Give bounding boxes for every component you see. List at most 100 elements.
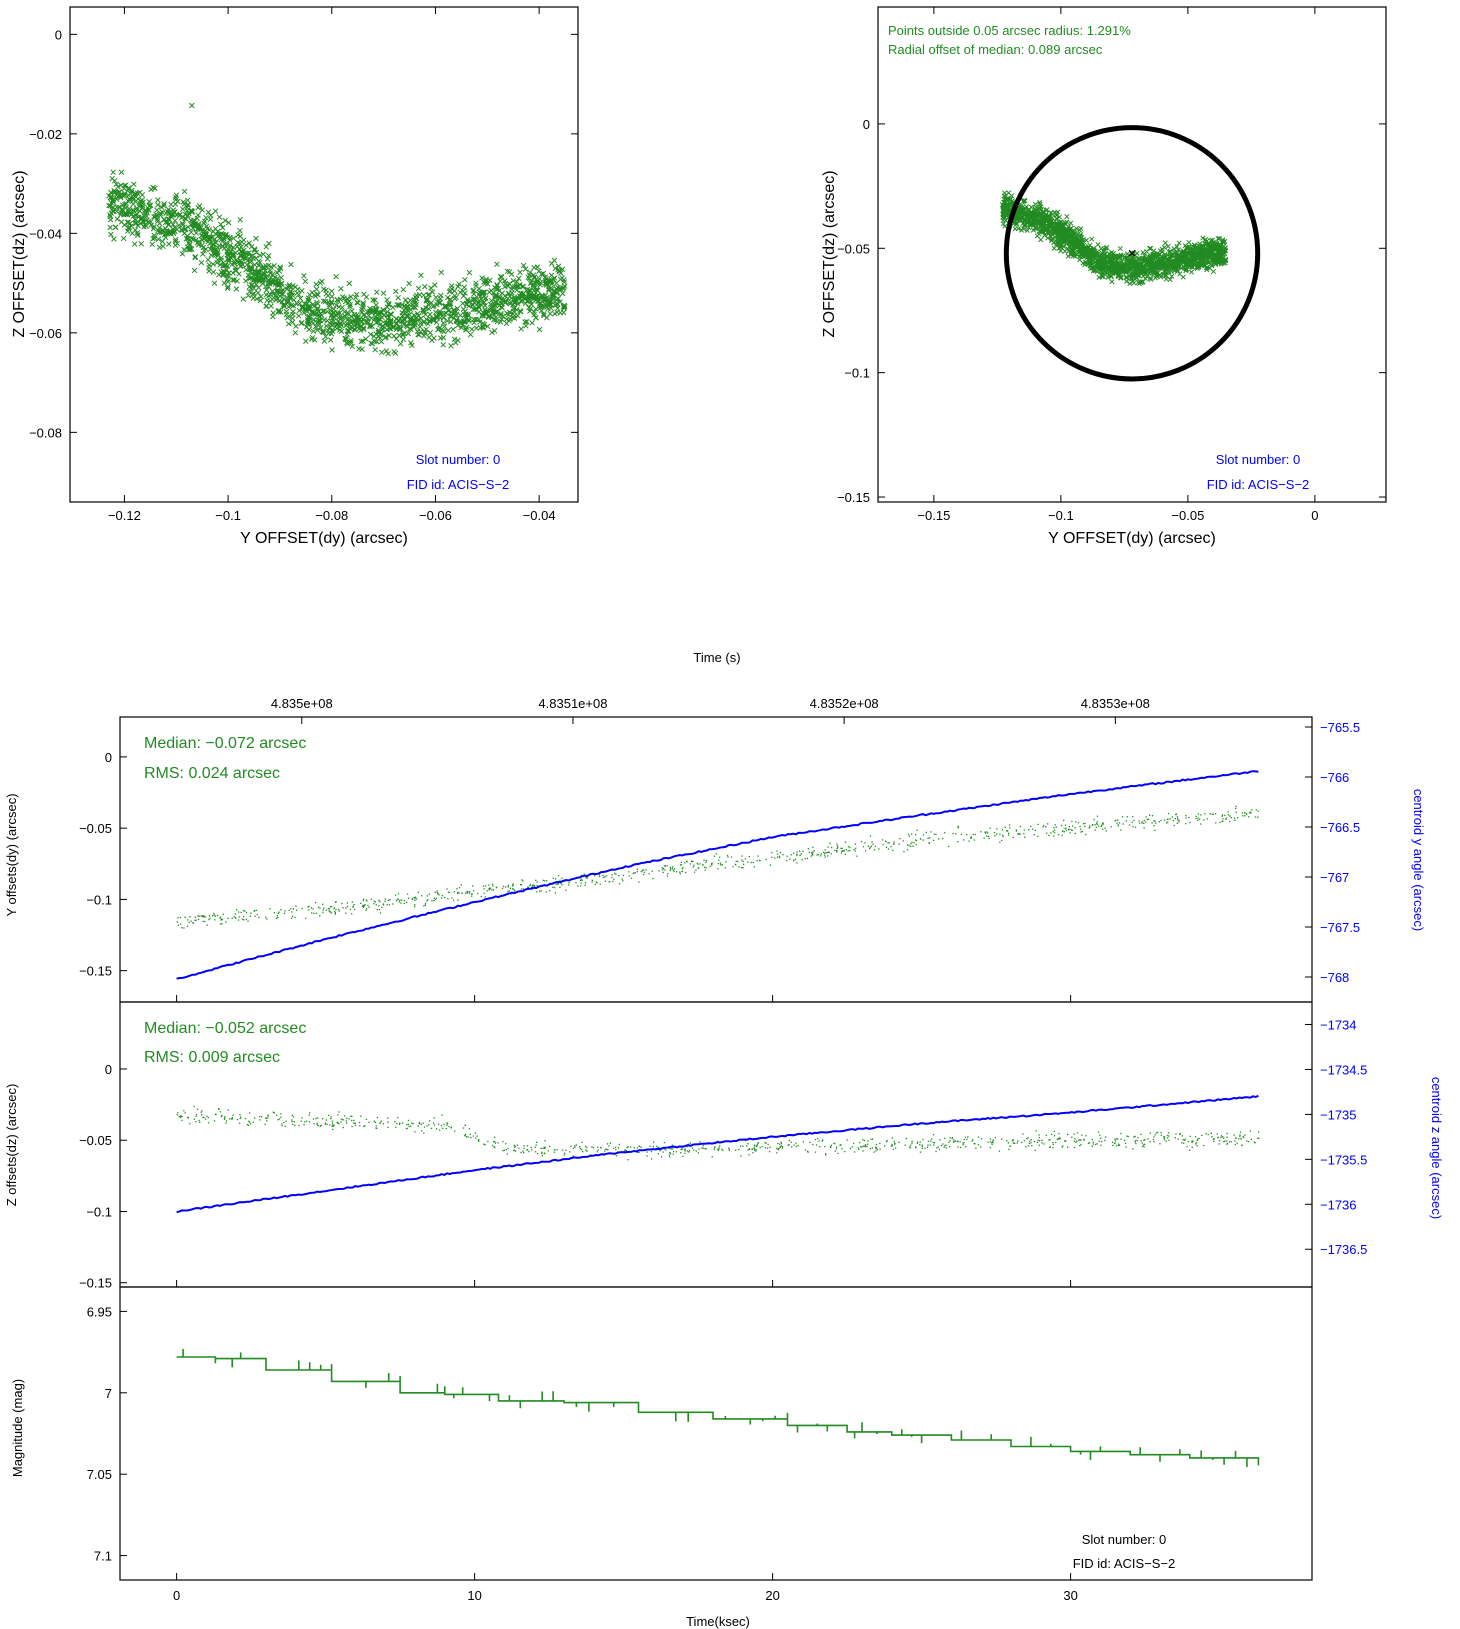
data-dot bbox=[232, 1114, 234, 1116]
data-dot bbox=[332, 1124, 334, 1126]
data-dot bbox=[370, 898, 372, 900]
data-dot bbox=[218, 1108, 220, 1110]
data-dot bbox=[657, 1146, 659, 1148]
data-dot bbox=[278, 911, 280, 913]
data-dot bbox=[519, 884, 522, 886]
data-dot bbox=[606, 1143, 609, 1145]
scatter-point bbox=[1130, 262, 1136, 268]
scatter-point bbox=[440, 320, 447, 326]
scatter-point bbox=[1073, 225, 1079, 232]
scatter-point bbox=[202, 227, 209, 234]
data-dot bbox=[992, 1141, 994, 1144]
scatter-point bbox=[1147, 275, 1153, 281]
data-dot bbox=[973, 1143, 975, 1145]
scatter-point bbox=[555, 266, 561, 273]
scatter-point bbox=[1135, 279, 1142, 285]
data-dot bbox=[860, 841, 863, 843]
scatter-point bbox=[496, 288, 502, 294]
data-dot bbox=[539, 890, 541, 892]
data-dot bbox=[379, 912, 382, 914]
scatter-point bbox=[184, 233, 191, 239]
data-dot bbox=[376, 908, 378, 911]
data-dot bbox=[523, 1145, 525, 1147]
data-dot bbox=[591, 881, 593, 883]
data-dot bbox=[890, 846, 892, 848]
data-dot bbox=[305, 917, 307, 919]
scatter-point bbox=[557, 299, 563, 305]
scatter-point bbox=[143, 217, 149, 224]
scatter-point bbox=[503, 320, 510, 327]
data-dot bbox=[513, 888, 515, 890]
data-dot bbox=[484, 1144, 486, 1146]
data-dot bbox=[641, 869, 643, 872]
scatter-point bbox=[180, 221, 186, 228]
data-dot bbox=[220, 1115, 222, 1118]
data-dot bbox=[630, 877, 633, 879]
data-dot bbox=[1203, 819, 1205, 821]
scatter-point bbox=[399, 310, 406, 316]
data-dot bbox=[902, 840, 904, 842]
scatter-point bbox=[1171, 246, 1177, 252]
data-dot bbox=[414, 904, 416, 906]
data-dot bbox=[667, 873, 669, 875]
data-dot bbox=[1221, 814, 1224, 816]
scatter-point bbox=[556, 287, 563, 293]
scatter-point bbox=[215, 232, 222, 239]
data-dot bbox=[400, 902, 402, 904]
scatter-point bbox=[110, 169, 116, 176]
scatter-point bbox=[435, 326, 441, 333]
data-dot bbox=[869, 848, 871, 850]
data-dot bbox=[757, 855, 759, 857]
data-dot bbox=[1257, 816, 1259, 818]
data-dot bbox=[291, 1121, 293, 1123]
data-dot bbox=[379, 1122, 381, 1124]
data-dot bbox=[1008, 824, 1011, 826]
scatter-point bbox=[207, 216, 214, 223]
top-time-axis: 4.835e+08 4.8351e+08 4.8352e+08 4.8353e+08 bbox=[271, 696, 1150, 724]
scatter-point bbox=[276, 268, 283, 274]
data-dot bbox=[1009, 827, 1011, 829]
data-dot bbox=[915, 843, 917, 846]
data-dot bbox=[1110, 826, 1112, 828]
data-dot bbox=[711, 1156, 713, 1158]
data-dot bbox=[776, 856, 779, 858]
data-dot bbox=[319, 915, 321, 917]
data-dot bbox=[945, 1147, 947, 1149]
y-tick-label: −0.04 bbox=[29, 226, 62, 241]
scatter-point bbox=[326, 303, 333, 310]
data-dot bbox=[598, 874, 601, 876]
scatter-point bbox=[248, 285, 254, 291]
scatter-point bbox=[303, 338, 309, 345]
data-dot bbox=[986, 832, 989, 834]
data-dot bbox=[1076, 1132, 1079, 1134]
data-dot bbox=[531, 886, 533, 888]
data-dot bbox=[433, 1124, 436, 1126]
data-dot bbox=[992, 1139, 994, 1141]
data-dot bbox=[638, 1151, 640, 1154]
data-dot bbox=[545, 891, 547, 893]
data-dot bbox=[403, 902, 405, 905]
scatter-point bbox=[162, 225, 169, 232]
scatter-point bbox=[203, 246, 209, 252]
scatter-point bbox=[161, 216, 167, 223]
data-dot bbox=[292, 1123, 294, 1125]
data-dot bbox=[765, 858, 767, 861]
data-dot bbox=[1229, 820, 1231, 823]
data-dot bbox=[642, 869, 645, 871]
data-dot bbox=[373, 900, 375, 902]
data-dot bbox=[206, 924, 208, 926]
data-dot bbox=[648, 873, 650, 875]
data-dot bbox=[952, 832, 954, 835]
data-dot bbox=[834, 849, 836, 852]
scatter-point bbox=[1174, 264, 1180, 270]
scatter-point bbox=[257, 252, 263, 259]
scatter-left-slot-label: Slot number: 0 bbox=[416, 452, 501, 467]
data-dot bbox=[845, 849, 847, 851]
scatter-point bbox=[322, 333, 329, 340]
scatter-point bbox=[393, 321, 399, 328]
scatter-point bbox=[370, 307, 376, 314]
data-dot bbox=[921, 1145, 923, 1147]
data-dot bbox=[638, 881, 640, 883]
scatter-point bbox=[452, 295, 458, 302]
data-dot bbox=[1126, 816, 1128, 818]
